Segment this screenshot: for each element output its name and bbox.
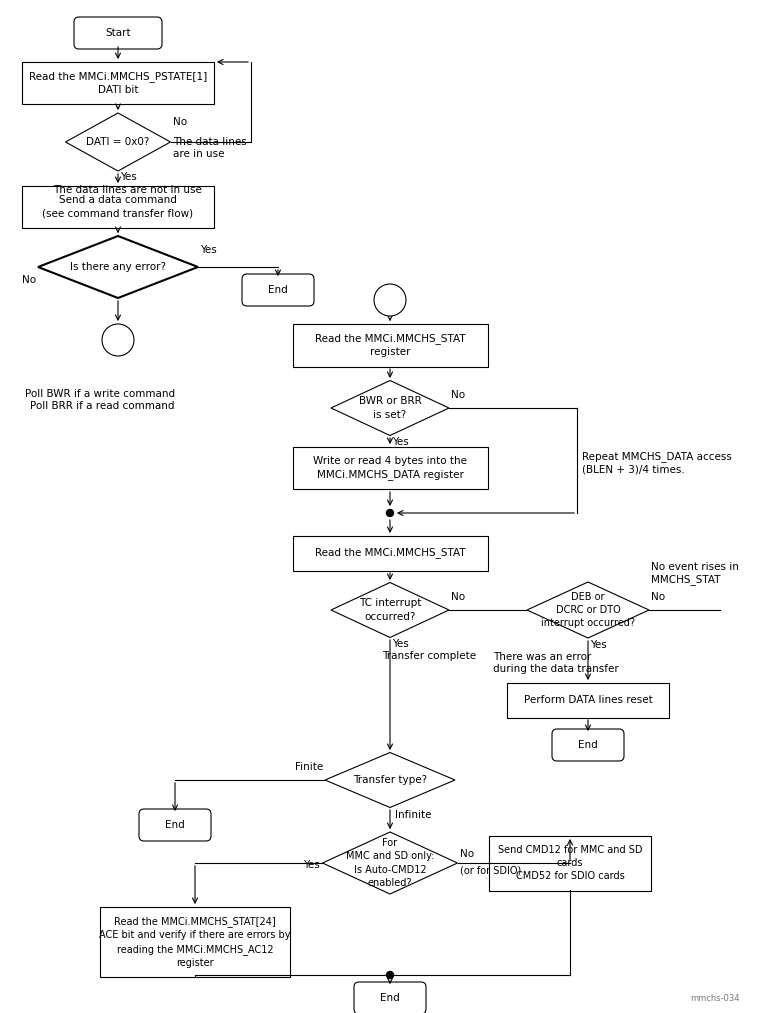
Polygon shape bbox=[331, 582, 449, 637]
Text: Read the MMCi.MMCHS_STAT[24]
ACE bit and verify if there are errors by
reading t: Read the MMCi.MMCHS_STAT[24] ACE bit and… bbox=[99, 917, 291, 967]
Text: No: No bbox=[451, 592, 465, 602]
Text: Poll BWR if a write command
Poll BRR if a read command: Poll BWR if a write command Poll BRR if … bbox=[25, 389, 175, 411]
Circle shape bbox=[102, 324, 134, 356]
FancyBboxPatch shape bbox=[74, 17, 162, 49]
Text: No: No bbox=[460, 849, 474, 859]
Text: Yes: Yes bbox=[120, 172, 137, 182]
Text: Infinite: Infinite bbox=[395, 810, 431, 820]
Text: DEB or
DCRC or DTO
interrupt occurred?: DEB or DCRC or DTO interrupt occurred? bbox=[541, 592, 635, 628]
FancyBboxPatch shape bbox=[354, 982, 426, 1013]
FancyBboxPatch shape bbox=[22, 186, 214, 228]
Text: Read the MMCi.MMCHS_STAT
register: Read the MMCi.MMCHS_STAT register bbox=[315, 333, 466, 357]
FancyBboxPatch shape bbox=[22, 62, 214, 104]
Text: End: End bbox=[380, 993, 400, 1003]
Text: Yes: Yes bbox=[200, 245, 217, 255]
Text: BWR or BRR
is set?: BWR or BRR is set? bbox=[359, 396, 422, 419]
FancyBboxPatch shape bbox=[242, 274, 314, 306]
Text: Repeat MMCHS_DATA access
(BLEN + 3)/4 times.: Repeat MMCHS_DATA access (BLEN + 3)/4 ti… bbox=[582, 452, 732, 475]
Polygon shape bbox=[66, 113, 170, 171]
Text: TC interrupt
occurred?: TC interrupt occurred? bbox=[359, 599, 421, 622]
FancyBboxPatch shape bbox=[489, 836, 651, 890]
Text: No: No bbox=[22, 275, 36, 285]
Text: End: End bbox=[165, 820, 185, 830]
Text: (or for SDIO): (or for SDIO) bbox=[460, 865, 522, 875]
Text: Send a data command
(see command transfer flow): Send a data command (see command transfe… bbox=[42, 196, 194, 219]
Text: Yes: Yes bbox=[392, 437, 409, 447]
Text: No: No bbox=[173, 116, 187, 127]
Polygon shape bbox=[331, 381, 449, 436]
Circle shape bbox=[387, 510, 394, 517]
Text: There was an error
during the data transfer: There was an error during the data trans… bbox=[493, 652, 618, 675]
Text: Transfer type?: Transfer type? bbox=[353, 775, 427, 785]
Text: Send CMD12 for MMC and SD
cards
CMD52 for SDIO cards: Send CMD12 for MMC and SD cards CMD52 fo… bbox=[498, 845, 642, 881]
Polygon shape bbox=[325, 753, 455, 807]
Text: Transfer complete: Transfer complete bbox=[382, 651, 476, 661]
Text: No event rises in
MMCHS_STAT: No event rises in MMCHS_STAT bbox=[651, 561, 739, 585]
Text: The data lines are not in use: The data lines are not in use bbox=[53, 185, 202, 194]
Text: mmchs-034: mmchs-034 bbox=[690, 994, 740, 1003]
FancyBboxPatch shape bbox=[292, 447, 488, 489]
Text: Write or read 4 bytes into the
MMCi.MMCHS_DATA register: Write or read 4 bytes into the MMCi.MMCH… bbox=[313, 456, 467, 480]
Circle shape bbox=[374, 284, 406, 316]
Text: Yes: Yes bbox=[392, 639, 409, 649]
Text: A: A bbox=[114, 333, 122, 346]
FancyBboxPatch shape bbox=[139, 809, 211, 841]
Text: End: End bbox=[268, 285, 288, 295]
Text: Start: Start bbox=[105, 28, 131, 38]
Text: The data lines
are in use: The data lines are in use bbox=[173, 137, 247, 159]
FancyBboxPatch shape bbox=[292, 536, 488, 570]
Text: Yes: Yes bbox=[590, 640, 607, 650]
Text: No: No bbox=[451, 390, 465, 400]
Polygon shape bbox=[322, 832, 457, 894]
Text: Read the MMCi.MMCHS_STAT: Read the MMCi.MMCHS_STAT bbox=[315, 548, 466, 558]
Text: DATI = 0x0?: DATI = 0x0? bbox=[86, 137, 150, 147]
FancyBboxPatch shape bbox=[507, 683, 669, 717]
Text: End: End bbox=[578, 741, 598, 750]
Text: Read the MMCi.MMCHS_PSTATE[1]
DATI bit: Read the MMCi.MMCHS_PSTATE[1] DATI bit bbox=[29, 71, 207, 95]
Text: A: A bbox=[386, 294, 394, 307]
FancyBboxPatch shape bbox=[552, 729, 624, 761]
Text: Finite: Finite bbox=[294, 762, 323, 772]
Circle shape bbox=[387, 971, 394, 979]
Polygon shape bbox=[527, 582, 649, 638]
Text: For
MMC and SD only:
Is Auto-CMD12
enabled?: For MMC and SD only: Is Auto-CMD12 enabl… bbox=[346, 838, 435, 887]
Polygon shape bbox=[38, 236, 198, 298]
FancyBboxPatch shape bbox=[292, 323, 488, 367]
Text: Yes: Yes bbox=[304, 860, 320, 870]
Text: No: No bbox=[651, 592, 665, 602]
Text: Perform DATA lines reset: Perform DATA lines reset bbox=[524, 695, 653, 705]
Text: Is there any error?: Is there any error? bbox=[70, 262, 166, 272]
FancyBboxPatch shape bbox=[100, 907, 290, 977]
